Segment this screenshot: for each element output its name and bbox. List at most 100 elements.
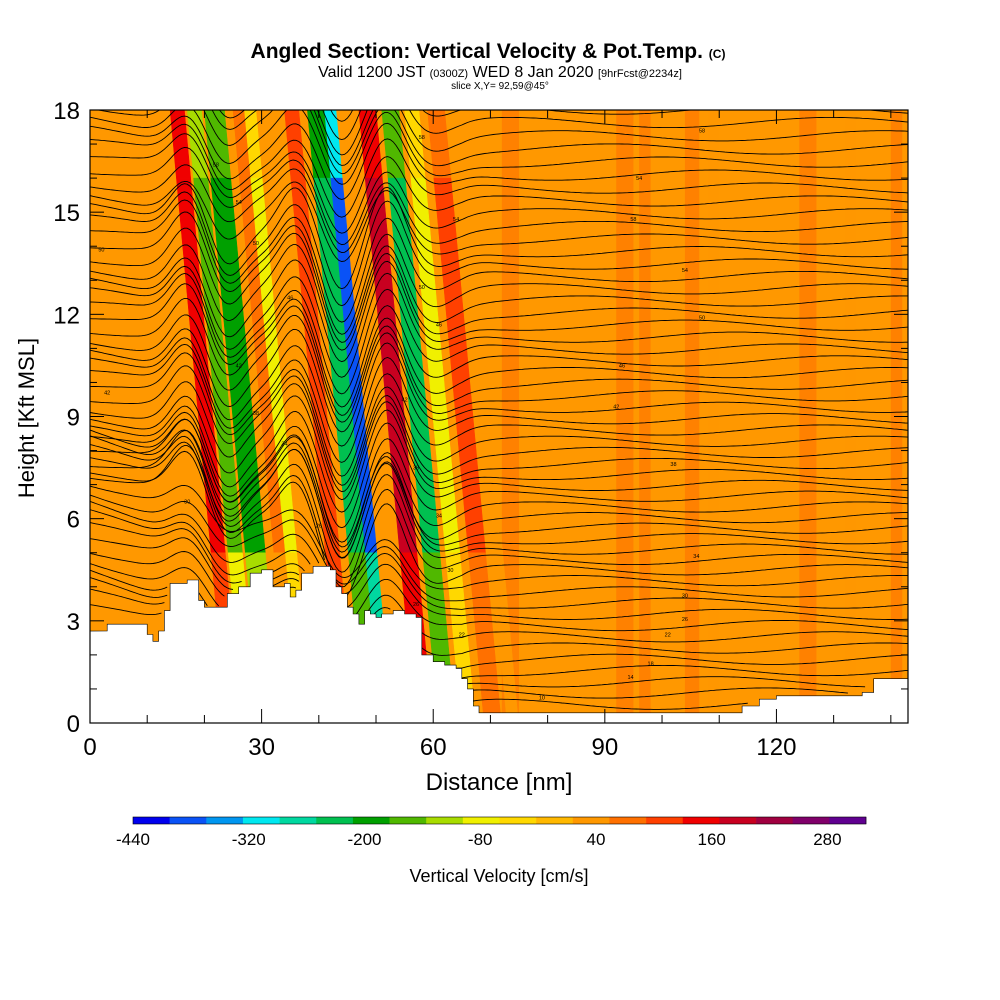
velocity-cell: [472, 348, 486, 366]
isentrope-line: [90, 381, 908, 493]
x-axis-label: Distance [nm]: [426, 769, 573, 796]
velocity-cell: [434, 433, 451, 451]
velocity-cell: [216, 245, 239, 264]
colorbar-tick-label: -80: [468, 830, 493, 849]
contour-label: 34: [436, 513, 442, 519]
velocity-cell: [472, 603, 493, 622]
velocity-cell: [362, 518, 376, 536]
velocity-cell: [199, 245, 216, 264]
isentrope-line: [218, 110, 908, 156]
velocity-cell: [412, 194, 429, 213]
contour-label: 46: [436, 323, 442, 329]
velocity-cell: [223, 314, 246, 332]
contour-label: 54: [682, 268, 688, 274]
contour-label: 46: [287, 295, 293, 301]
isentrope-line: [90, 405, 908, 513]
velocity-cell: [207, 143, 230, 162]
contour-label: 58: [419, 135, 425, 141]
velocity-cell: [461, 228, 475, 247]
velocity-cell: [386, 416, 407, 434]
isentrope-line: [90, 265, 908, 378]
contour-label: 58: [630, 217, 636, 223]
velocity-streak: [799, 110, 817, 723]
y-tick-label: 3: [67, 609, 80, 636]
contour-label: 30: [447, 568, 453, 574]
velocity-cell: [346, 348, 360, 366]
velocity-cell: [427, 365, 445, 383]
velocity-cell: [325, 126, 340, 145]
velocity-cell: [262, 126, 280, 145]
contour-label: 34: [281, 442, 287, 448]
contour-label: 46: [619, 363, 625, 369]
velocity-cell: [492, 569, 507, 588]
isentrope-line: [90, 115, 908, 200]
colorbar-swatch: [829, 817, 867, 824]
y-tick-label: 18: [53, 98, 80, 125]
colorbar-swatch: [499, 817, 537, 824]
colorbar-swatch: [133, 817, 170, 824]
isentrope-line: [90, 199, 908, 323]
velocity-cell: [382, 552, 396, 570]
contour-label: 22: [665, 632, 671, 638]
velocity-cell: [489, 535, 503, 553]
isentrope-line: [90, 227, 908, 343]
velocity-cell: [483, 467, 497, 485]
potential-temperature-contours: [90, 110, 908, 710]
isentrope-line: [90, 273, 908, 395]
y-axis: 0 3 6 9 12 15 18: [53, 98, 908, 738]
isentrope-line: [90, 183, 908, 290]
isentrope-line: [90, 441, 908, 588]
velocity-cell: [332, 194, 346, 213]
contour-label: 42: [236, 363, 242, 369]
isentrope-line: [90, 509, 908, 620]
chart-title: Angled Section: Vertical Velocity & Pot.…: [251, 40, 726, 63]
isentrope-line: [90, 604, 748, 710]
isentrope-line: [90, 588, 848, 699]
contour-label: 38: [413, 466, 419, 472]
velocity-cell: [426, 348, 443, 366]
velocity-cell: [283, 348, 300, 366]
velocity-cell: [421, 297, 439, 315]
velocity-cell: [481, 450, 496, 468]
velocity-cell: [409, 416, 430, 434]
colorbar-tick-label: 40: [586, 830, 605, 849]
contour-label: 50: [419, 285, 425, 291]
isentrope-line: [90, 418, 908, 543]
velocity-cell: [449, 603, 467, 622]
plot-area: 10 14 18 22 26 30 34 38 42 46 50 54 58 54 58 42 50 58 54 50…: [89, 109, 909, 724]
colorbar-label: Vertical Velocity [cm/s]: [409, 866, 588, 886]
velocity-cell: [474, 620, 494, 639]
velocity-cell: [333, 211, 348, 230]
velocity-cell: [374, 280, 394, 298]
contour-label: 14: [628, 675, 634, 681]
y-tick-label: 12: [53, 302, 80, 329]
isentrope-line: [90, 395, 908, 501]
x-tick-label: 120: [756, 734, 796, 761]
colorbar-swatch: [792, 817, 830, 824]
isentrope-line: [90, 411, 908, 529]
velocity-cell: [212, 382, 229, 400]
velocity-cell: [267, 177, 285, 196]
y-tick-label: 6: [67, 507, 80, 534]
velocity-cell: [363, 160, 383, 179]
colorbar-tick-label: -200: [347, 830, 381, 849]
velocity-cell: [392, 228, 412, 247]
velocity-cell: [439, 245, 460, 264]
x-tick-label: 90: [591, 734, 618, 761]
velocity-cell: [286, 382, 303, 400]
isentrope-line: [90, 343, 908, 463]
velocity-cell: [272, 416, 287, 434]
isentrope-line: [90, 110, 908, 185]
velocity-cell: [237, 467, 260, 485]
velocity-cell: [462, 245, 477, 264]
contour-label: 50: [253, 241, 259, 247]
velocity-cell: [419, 518, 439, 536]
velocity-cell: [430, 143, 450, 162]
isentrope-line: [90, 147, 908, 246]
y-tick-label: 0: [67, 711, 80, 738]
velocity-cell: [284, 365, 302, 383]
contour-label: 10: [539, 695, 545, 701]
velocity-streak: [639, 110, 651, 723]
velocity-cell: [435, 194, 455, 213]
isentrope-line: [90, 537, 908, 643]
